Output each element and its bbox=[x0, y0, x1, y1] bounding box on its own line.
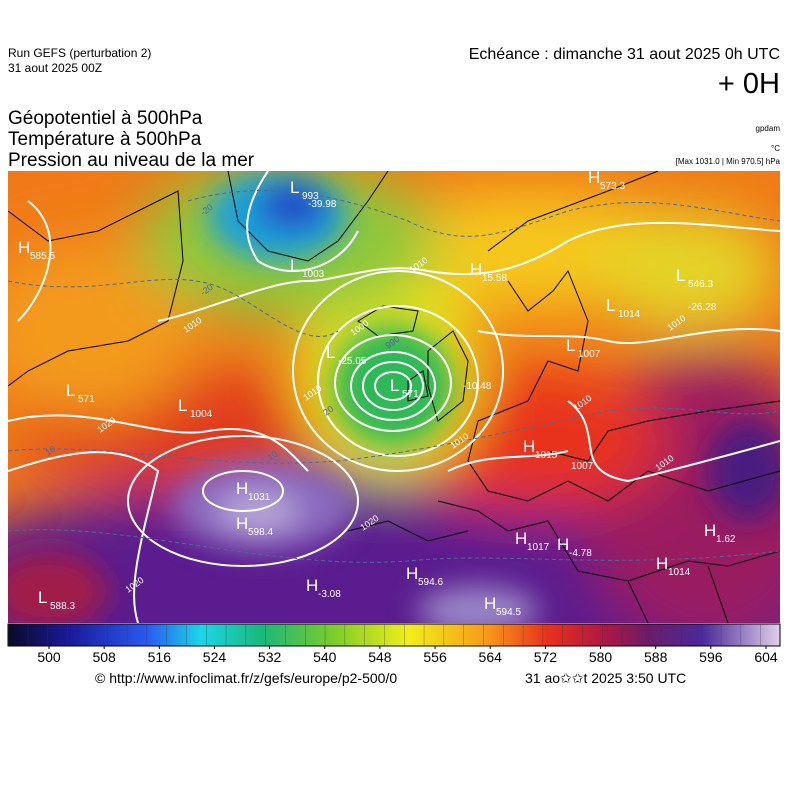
center-value: -26.28 bbox=[688, 302, 717, 313]
center-letter: H bbox=[557, 535, 569, 554]
run-date: 31 aout 2025 00Z bbox=[8, 61, 103, 75]
colorbar-tick-label: 532 bbox=[258, 649, 282, 665]
center-letter: H bbox=[588, 171, 600, 187]
colorbar-tick-label: 572 bbox=[534, 649, 558, 665]
isobars bbox=[8, 171, 780, 623]
center-value: 573.3 bbox=[600, 181, 625, 192]
colorbar-tick-label: 580 bbox=[589, 649, 613, 665]
center-value: -3.08 bbox=[318, 589, 341, 600]
contour-label: 10 bbox=[43, 444, 57, 458]
center-value: 993 bbox=[302, 191, 319, 202]
field-title: Pression au niveau de la mer bbox=[8, 150, 255, 171]
generated-time: 31 ao✩✩t 2025 3:50 UTC bbox=[525, 670, 687, 686]
colorbar-tick-label: 604 bbox=[754, 649, 778, 665]
run-label: Run GEFS (perturbation 2) bbox=[8, 46, 152, 60]
center-letter: H bbox=[236, 479, 248, 498]
colorbar-tick-label: 500 bbox=[37, 649, 61, 665]
center-letter: L bbox=[390, 376, 399, 395]
center-letter: L bbox=[326, 343, 335, 362]
colorbar-tick-label: 508 bbox=[92, 649, 116, 665]
center-letter: L bbox=[38, 588, 47, 607]
echeance: Echéance : dimanche 31 aout 2025 0h UTC bbox=[468, 46, 780, 63]
center-value: 15.58 bbox=[482, 273, 507, 284]
center-value: -39.98 bbox=[308, 199, 337, 210]
colorbar-tick-label: 588 bbox=[644, 649, 668, 665]
pressure-range: [Max 1031.0 | Min 970.5] hPa bbox=[675, 157, 780, 166]
center-value: 1007 bbox=[578, 349, 601, 360]
center-letter: H bbox=[656, 554, 668, 573]
center-letter: H bbox=[484, 594, 496, 613]
field-shading bbox=[8, 171, 780, 623]
isotherms bbox=[8, 190, 780, 563]
center-letter: L bbox=[290, 178, 299, 197]
center-letter: H bbox=[236, 514, 248, 533]
center-value: -10.48 bbox=[463, 381, 492, 392]
center-letter: L bbox=[676, 266, 685, 285]
center-value: 1004 bbox=[190, 409, 213, 420]
coastlines bbox=[8, 171, 780, 623]
colorbar-tick-label: 548 bbox=[368, 649, 392, 665]
field-title: Géopotentiel à 500hPa bbox=[8, 108, 203, 129]
contour-label: 20 bbox=[321, 404, 335, 418]
center-value: 1015 bbox=[535, 450, 558, 461]
colorbar-tick-label: 556 bbox=[423, 649, 447, 665]
center-letter: H bbox=[470, 260, 482, 279]
center-letter: L bbox=[290, 256, 299, 275]
colorbar-tick-label: 540 bbox=[313, 649, 337, 665]
center-letter: H bbox=[704, 521, 716, 540]
center-value: 594.5 bbox=[496, 607, 521, 618]
center-value: 571 bbox=[402, 389, 419, 400]
center-value: 594.6 bbox=[418, 577, 443, 588]
center-letter: L bbox=[178, 396, 187, 415]
offset: + 0H bbox=[717, 68, 780, 100]
colorbar-tick-label: 564 bbox=[479, 649, 503, 665]
center-value: 571 bbox=[78, 394, 95, 405]
center-letter: H bbox=[18, 238, 30, 257]
center-value: -25.05 bbox=[338, 356, 367, 367]
contour-label: 10 bbox=[265, 449, 279, 463]
unit: gpdam bbox=[755, 124, 780, 133]
center-value: 1003 bbox=[302, 269, 325, 280]
center-value: -4.78 bbox=[569, 548, 592, 559]
center-letter: L bbox=[606, 296, 615, 315]
center-value: 1014 bbox=[618, 309, 641, 320]
center-letter: L bbox=[66, 381, 75, 400]
center-letter: H bbox=[515, 529, 527, 548]
source-url: © http://www.infoclimat.fr/z/gefs/europe… bbox=[95, 670, 398, 686]
center-value: 1.62 bbox=[716, 534, 736, 545]
center-value: 598.4 bbox=[248, 527, 273, 538]
center-value: 546.3 bbox=[688, 279, 713, 290]
center-value: 588.3 bbox=[50, 601, 75, 612]
colorbar-tick-label: 516 bbox=[148, 649, 172, 665]
colorbar-swatch-borders bbox=[8, 624, 780, 646]
center-value: 1007 bbox=[571, 461, 594, 472]
center-letter: H bbox=[406, 564, 418, 583]
center-value: 585.5 bbox=[30, 251, 55, 262]
center-value: 1017 bbox=[527, 542, 550, 553]
colorbar: 500 508 516 524 532 540 548 556 564 572 580 588 596 6… bbox=[7, 623, 781, 665]
map: 1010101010101010101010101020102010201000… bbox=[8, 171, 780, 623]
colorbar-tick-label: 596 bbox=[699, 649, 723, 665]
field-title: Température à 500hPa bbox=[8, 129, 202, 150]
center-letter: H bbox=[306, 576, 318, 595]
center-letter: L bbox=[566, 336, 575, 355]
unit: °C bbox=[771, 144, 780, 153]
center-value: 1031 bbox=[248, 492, 271, 503]
center-letter: H bbox=[523, 437, 535, 456]
center-value: 1014 bbox=[668, 567, 691, 578]
colorbar-tick-label: 524 bbox=[203, 649, 227, 665]
